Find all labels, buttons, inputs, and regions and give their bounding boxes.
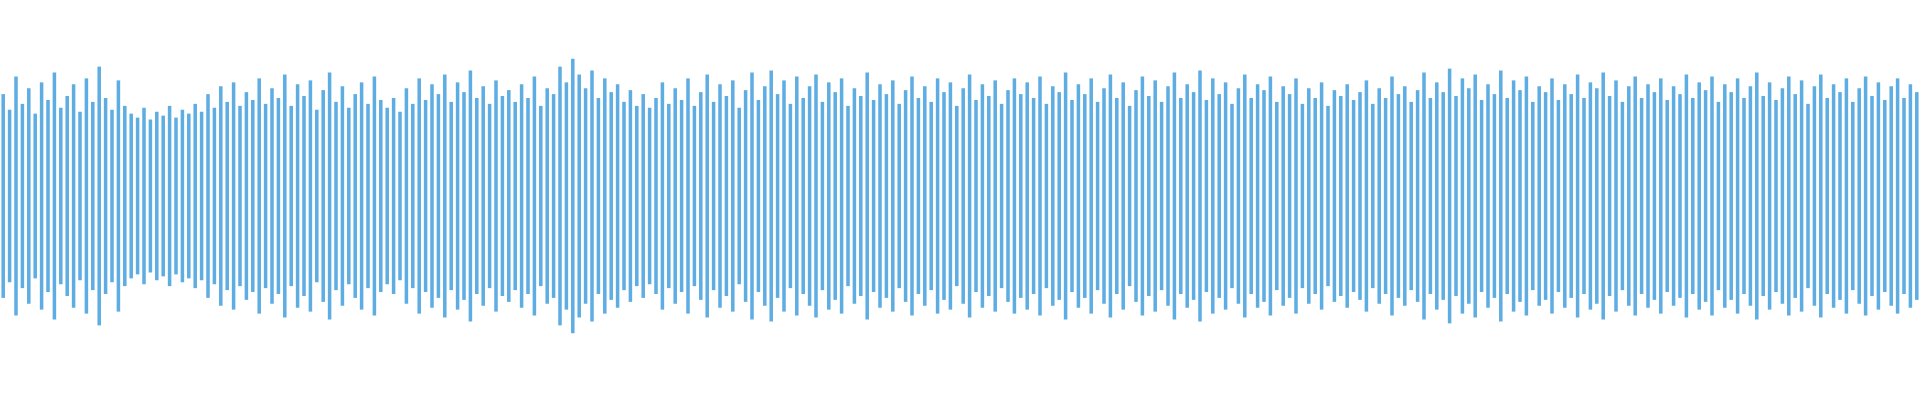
- waveform: [1, 58, 1919, 334]
- page: (() => { const data = JSON.parse(documen…: [1, 58, 1919, 334]
